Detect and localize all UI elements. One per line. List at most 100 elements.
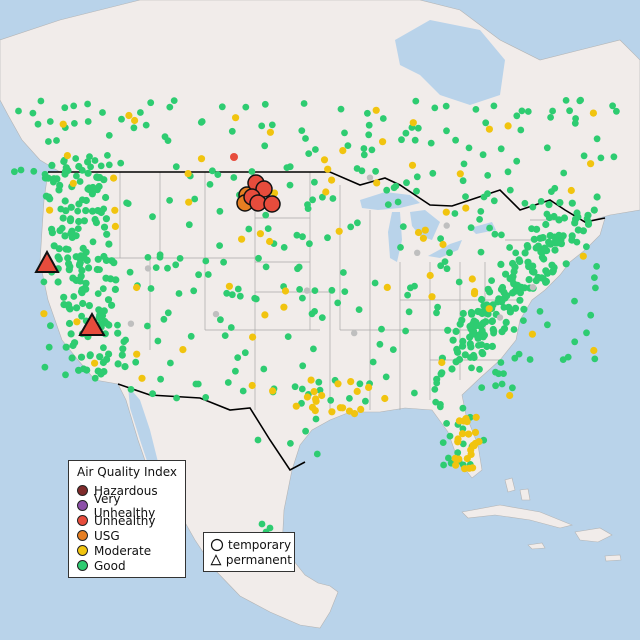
station-dot — [94, 186, 101, 194]
station-dot — [227, 324, 235, 331]
station-dot — [142, 121, 150, 129]
station-dot — [209, 167, 216, 175]
station-dot — [261, 100, 269, 108]
station-dot — [166, 103, 174, 111]
station-dot — [356, 380, 364, 388]
station-dot — [490, 197, 498, 205]
station-dot — [488, 277, 495, 284]
station-dot — [100, 223, 109, 231]
station-dot — [225, 282, 233, 290]
station-dot — [67, 203, 75, 211]
station-dot — [475, 342, 482, 349]
station-dot — [500, 370, 507, 377]
station-dot — [399, 223, 407, 231]
station-dot — [84, 118, 92, 125]
station-dot — [444, 326, 452, 334]
station-dot — [544, 321, 551, 329]
station-dot — [59, 120, 67, 128]
station-dot — [303, 287, 311, 294]
station-dot — [533, 225, 541, 233]
station-dot — [86, 153, 93, 161]
station-dot — [241, 349, 249, 357]
station-dot — [549, 107, 556, 115]
station-dot — [67, 229, 75, 237]
station-dot — [293, 231, 301, 239]
station-dot — [379, 115, 387, 122]
station-dot — [87, 163, 94, 171]
national-borders — [48, 171, 606, 472]
station-dot — [61, 104, 69, 112]
station-dot — [403, 179, 410, 187]
station-dot — [462, 193, 469, 201]
station-dot — [429, 169, 437, 177]
station-dot — [456, 320, 464, 328]
station-dot — [100, 368, 108, 376]
station-dot — [455, 455, 463, 463]
station-dot — [76, 178, 84, 185]
station-dot — [449, 336, 457, 344]
station-dot — [125, 111, 133, 120]
station-dot — [103, 230, 111, 238]
station-dot — [270, 189, 279, 197]
station-dot — [392, 182, 400, 190]
station-dot — [82, 279, 90, 287]
station-dot — [298, 399, 305, 407]
station-dot — [228, 127, 236, 135]
station-dot — [365, 383, 373, 391]
station-dot — [99, 109, 106, 116]
station-dot — [513, 157, 521, 165]
station-dot — [254, 436, 262, 444]
station-dot — [454, 435, 462, 443]
station-dot — [248, 168, 256, 175]
station-dot — [76, 277, 84, 285]
station-dot — [462, 204, 470, 212]
station-dot — [269, 387, 277, 395]
station-dot — [84, 185, 92, 193]
station-dot — [298, 127, 306, 134]
station-dot — [347, 378, 355, 386]
station-dot — [234, 354, 242, 361]
station-dot — [577, 96, 584, 104]
station-dot — [202, 257, 210, 265]
station-dot — [100, 205, 108, 213]
station-dot — [138, 374, 146, 382]
station-dot — [589, 109, 598, 117]
station-dot — [476, 308, 484, 316]
station-dot — [217, 316, 224, 324]
station-dot — [70, 102, 78, 110]
station-dot — [216, 207, 224, 215]
station-dot — [439, 240, 447, 249]
station-dot — [261, 311, 269, 319]
station-dot — [54, 278, 62, 286]
station-dot — [307, 376, 315, 384]
hudson-bay — [395, 20, 505, 105]
station-dot — [366, 174, 374, 181]
station-dot — [428, 293, 436, 301]
unhealthy-swatch — [77, 515, 88, 526]
station-dot — [610, 153, 618, 161]
gulf-of-california — [128, 386, 158, 470]
station-dot — [502, 270, 510, 278]
station-dot — [579, 252, 587, 260]
station-dot — [496, 314, 504, 321]
station-dot — [524, 108, 532, 115]
station-dot — [398, 136, 405, 144]
station-dot — [105, 161, 113, 169]
legend-label: Hazardous — [94, 483, 158, 498]
station-dot — [397, 244, 404, 251]
station-dot — [70, 293, 78, 300]
station-dot — [198, 118, 206, 125]
station-dot — [64, 254, 72, 262]
station-dot — [591, 355, 599, 363]
station-dot — [478, 295, 486, 304]
station-dot — [107, 257, 115, 264]
station-dot — [59, 214, 67, 222]
station-dot — [455, 278, 463, 286]
station-dot — [304, 201, 311, 209]
very-unhealthy-swatch — [77, 500, 88, 511]
legend-label: permanent — [225, 552, 292, 567]
legend-label: USG — [94, 528, 120, 543]
station-dot — [513, 281, 521, 290]
station-dot — [255, 254, 262, 262]
station-dot — [144, 265, 152, 272]
